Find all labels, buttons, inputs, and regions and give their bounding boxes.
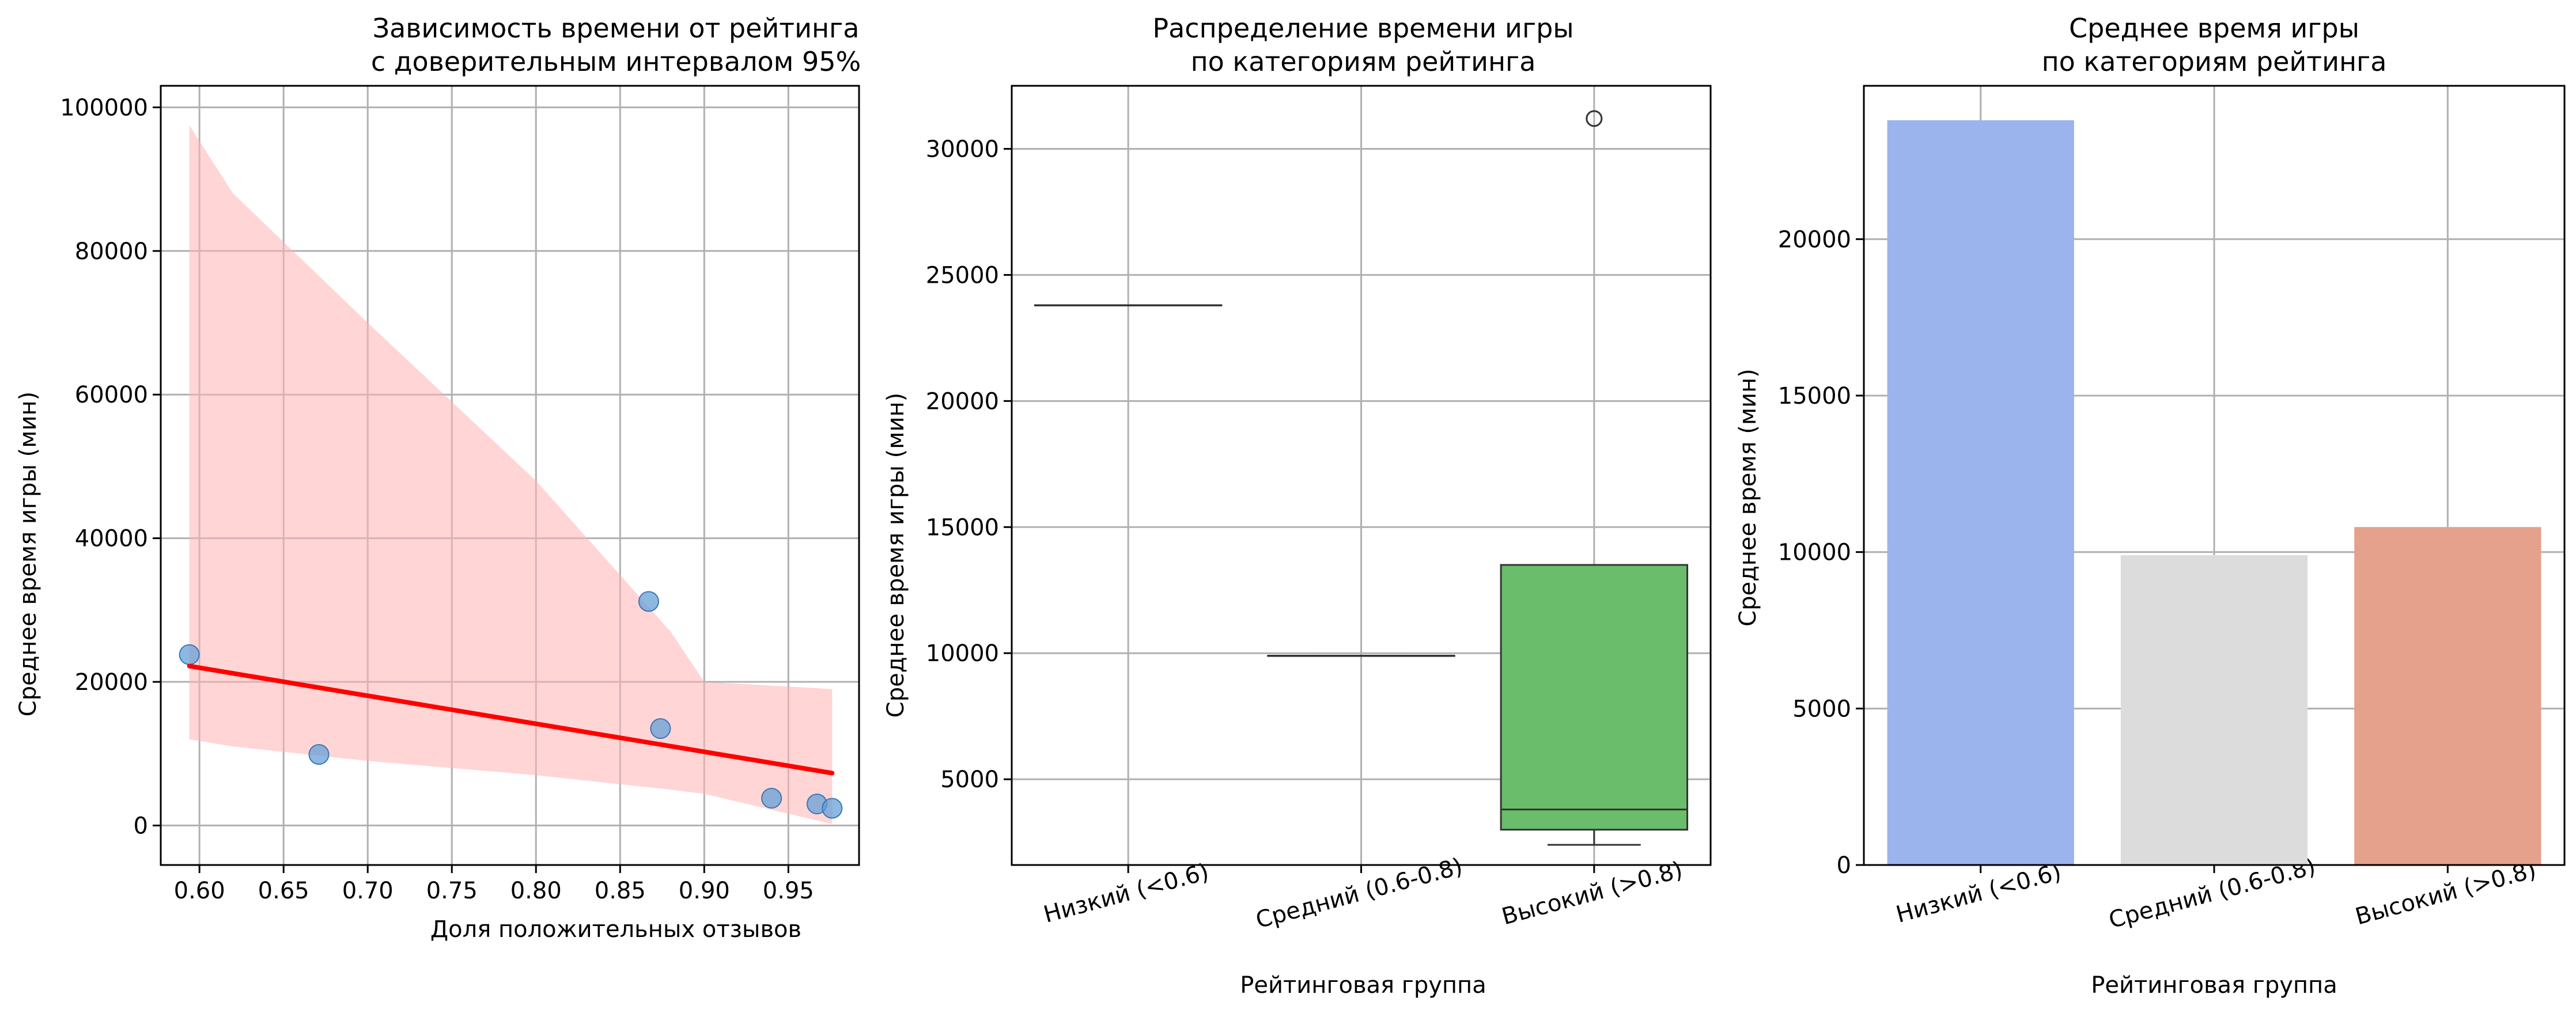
scatter-regression-panel: Зависимость времени от рейтинга с довери… [15, 13, 861, 943]
bar-title-line-1: Среднее время игры [2069, 13, 2359, 44]
scatter-x-tick-label: 0.75 [426, 878, 478, 904]
scatter-point [650, 718, 671, 739]
scatter-y-tick-label: 40000 [75, 526, 148, 552]
boxplot-box [1500, 564, 1689, 831]
boxplot-y-tick-label: 15000 [926, 514, 999, 541]
bar-mark [2120, 555, 2308, 865]
boxplot-x-axis-label: Рейтинговая группа [1240, 972, 1486, 999]
scatter-x-tick-label: 0.65 [258, 878, 309, 904]
scatter-title-line-2: с доверительным интервалом 95% [371, 46, 861, 77]
bar-y-axis-label: Среднее время (мин) [1735, 369, 1761, 627]
scatter-point [179, 644, 200, 665]
bar-y-tick-label: 20000 [1778, 226, 1851, 253]
scatter-title-line-1: Зависимость времени от рейтинга [373, 13, 860, 44]
scatter-x-tick-label: 0.80 [510, 878, 562, 904]
scatter-point [638, 591, 659, 612]
scatter-y-tick-label: 0 [134, 813, 148, 839]
scatter-x-tick-label: 0.60 [174, 878, 225, 904]
scatter-axes-frame [160, 85, 860, 866]
bar-y-tick-label: 15000 [1778, 383, 1851, 409]
scatter-x-tick-label: 0.90 [679, 878, 730, 904]
scatter-x-axis-label: Доля положительных отзывов [430, 916, 801, 943]
scatter-point [761, 788, 782, 809]
scatter-y-axis-label: Среднее время игры (мин) [15, 392, 41, 716]
scatter-y-tick-label: 80000 [75, 238, 148, 265]
bar-y-tick-label: 0 [1837, 852, 1851, 879]
confidence-interval-band [189, 125, 833, 824]
bar-x-axis-label: Рейтинговая группа [2091, 972, 2337, 999]
boxplot-y-tick-label: 20000 [926, 388, 999, 415]
boxplot-y-tick-label: 25000 [926, 262, 999, 289]
scatter-x-tick-label: 0.85 [595, 878, 646, 904]
scatter-y-tick-label: 20000 [75, 669, 148, 696]
boxplot-outlier-point [1586, 110, 1603, 127]
scatter-y-tick-label: 100000 [60, 94, 148, 121]
regression-line [187, 663, 835, 776]
bar-y-tick-label: 10000 [1778, 540, 1851, 566]
scatter-point [822, 798, 843, 819]
scatter-y-tick-label: 60000 [75, 382, 148, 408]
boxplot-y-tick-label: 30000 [926, 136, 999, 162]
boxplot-y-tick-label: 5000 [940, 767, 999, 793]
scatter-x-tick-label: 0.95 [763, 878, 814, 904]
boxplot-title-line-1: Распределение времени игры [1152, 13, 1573, 44]
bar-y-tick-label: 5000 [1792, 696, 1851, 722]
bar-mark [2354, 527, 2541, 865]
bar-axes-frame [1863, 85, 2566, 866]
boxplot-y-axis-label: Среднее время игры (мин) [883, 393, 909, 718]
scatter-x-tick-label: 0.70 [342, 878, 394, 904]
boxplot-axes-frame [1011, 85, 1712, 866]
bar-mark [1887, 120, 2074, 865]
scatter-point [308, 743, 330, 765]
boxplot-y-tick-label: 10000 [926, 640, 999, 667]
bar-title-line-2: по категориям рейтинга [2042, 46, 2387, 77]
boxplot-title-line-2: по категориям рейтинга [1191, 46, 1536, 77]
